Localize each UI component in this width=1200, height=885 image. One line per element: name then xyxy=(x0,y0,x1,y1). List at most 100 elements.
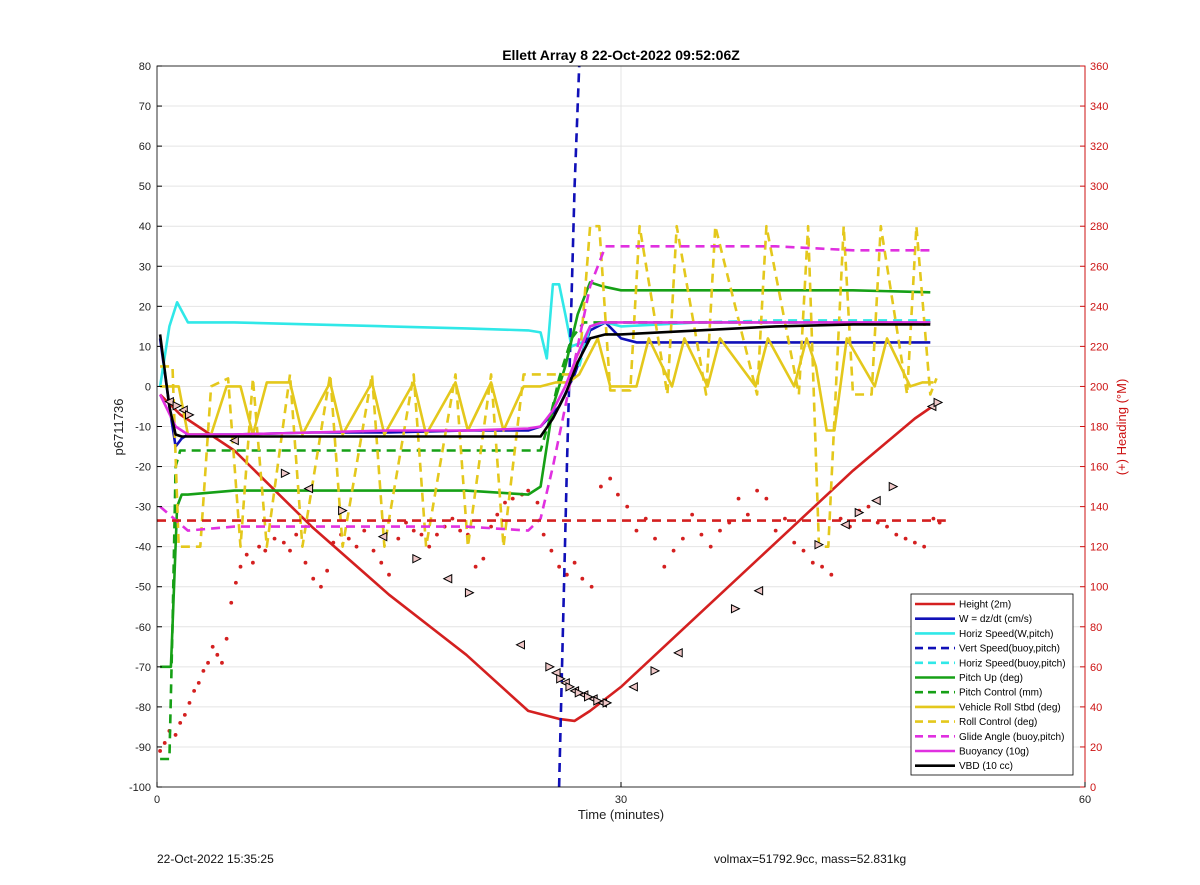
series-layer xyxy=(157,65,946,788)
heading-point xyxy=(244,552,249,557)
heading-point xyxy=(173,733,178,737)
y2-tick-label: 100 xyxy=(1090,582,1108,594)
y-tick-label: 20 xyxy=(139,301,151,313)
y-axis-label: p6711736 xyxy=(111,399,126,456)
heading-point xyxy=(829,572,834,577)
heading-point xyxy=(435,532,439,537)
heading-point xyxy=(580,576,585,581)
y-tick-label: -20 xyxy=(135,462,151,474)
height-marker xyxy=(280,468,291,479)
height-marker xyxy=(412,553,422,564)
height-marker xyxy=(303,483,314,494)
series-line-buoyancy-10g xyxy=(158,321,931,436)
heading-point xyxy=(427,544,432,549)
heading-point xyxy=(187,700,192,705)
footer-timestamp: 22-Oct-2022 15:35:25 xyxy=(157,852,274,866)
heading-point xyxy=(257,544,261,549)
heading-point xyxy=(311,576,316,581)
x-tick-label: 60 xyxy=(1079,794,1091,806)
heading-point xyxy=(608,476,613,481)
heading-point xyxy=(458,528,463,533)
y-tick-label: 80 xyxy=(139,61,151,73)
heading-point xyxy=(206,660,210,665)
heading-point xyxy=(354,544,359,549)
legend-label: Vehicle Roll Stbd (deg) xyxy=(959,702,1061,713)
heading-point xyxy=(625,504,630,509)
series-line-vehicle-roll-stbd-deg xyxy=(160,337,934,436)
heading-point xyxy=(526,488,531,493)
y-tick-label: -60 xyxy=(135,622,151,634)
series-line-horiz-speed-w-pitch xyxy=(158,282,931,387)
series-line-glide-angle-buoy-pitch xyxy=(159,245,931,532)
y-tick-label: 60 xyxy=(139,141,151,153)
legend-label: Horiz Speed(W,pitch) xyxy=(959,629,1053,640)
heading-point xyxy=(303,560,308,565)
legend-box xyxy=(910,593,1074,776)
y2-tick-label: 320 xyxy=(1090,141,1108,153)
heading-point xyxy=(419,532,424,537)
series-line-vert-speed-buoy-pitch xyxy=(557,65,581,788)
heading-point xyxy=(699,532,704,537)
heading-point xyxy=(481,556,486,561)
heading-point xyxy=(773,528,778,533)
heading-point xyxy=(820,564,824,569)
y-tick-label: -80 xyxy=(135,702,151,714)
height-marker xyxy=(888,481,899,492)
heading-point xyxy=(387,572,391,577)
y2-tick-label: 160 xyxy=(1090,462,1108,474)
heading-point xyxy=(510,496,515,501)
y2-tick-label: 200 xyxy=(1090,381,1108,393)
heading-point xyxy=(371,548,376,553)
heading-point xyxy=(362,528,367,533)
axes: -100-90-80-70-60-50-40-30-20-10010203040… xyxy=(129,61,1108,806)
height-marker xyxy=(545,662,555,672)
heading-point xyxy=(233,580,238,585)
height-marker xyxy=(184,410,195,420)
heading-point xyxy=(616,492,620,497)
heading-point xyxy=(288,548,292,553)
heading-point xyxy=(866,504,871,509)
height-marker xyxy=(854,507,865,518)
heading-point xyxy=(325,568,330,573)
heading-point xyxy=(662,564,667,569)
legend-label: Pitch Up (deg) xyxy=(959,673,1023,684)
y-tick-label: 30 xyxy=(139,261,151,273)
y2-tick-label: 120 xyxy=(1090,542,1108,554)
heading-point xyxy=(764,496,769,501)
heading-point xyxy=(894,532,899,537)
heading-point xyxy=(210,644,215,649)
heading-point xyxy=(224,636,229,641)
y-tick-label: -90 xyxy=(135,742,151,754)
y-tick-label: -30 xyxy=(135,502,151,514)
heading-point xyxy=(178,721,183,725)
heading-point xyxy=(192,688,197,693)
y2-tick-label: 240 xyxy=(1090,301,1108,313)
y-tick-label: 40 xyxy=(139,221,151,233)
heading-point xyxy=(215,652,220,657)
y-tick-label: 0 xyxy=(145,381,151,393)
y2-tick-label: 0 xyxy=(1090,782,1096,794)
y2-tick-label: 360 xyxy=(1090,61,1108,73)
heading-point xyxy=(294,532,299,537)
height-marker xyxy=(172,400,183,411)
heading-point xyxy=(158,749,162,753)
heading-point xyxy=(885,524,889,529)
height-marker xyxy=(338,505,348,516)
heading-point xyxy=(346,536,351,541)
heading-point xyxy=(708,544,713,549)
y2-tick-label: 280 xyxy=(1090,221,1108,233)
y2-tick-label: 80 xyxy=(1090,622,1102,634)
heading-point xyxy=(379,560,384,565)
heading-point xyxy=(411,528,416,533)
heading-point xyxy=(922,544,927,549)
heading-point xyxy=(653,536,657,541)
height-marker xyxy=(840,519,850,530)
height-marker xyxy=(565,682,576,692)
y2-tick-label: 300 xyxy=(1090,181,1108,193)
heading-point xyxy=(903,536,908,541)
height-marker xyxy=(730,603,741,614)
x-tick-label: 0 xyxy=(154,794,160,806)
heading-point xyxy=(745,512,750,517)
heading-point xyxy=(671,548,676,553)
